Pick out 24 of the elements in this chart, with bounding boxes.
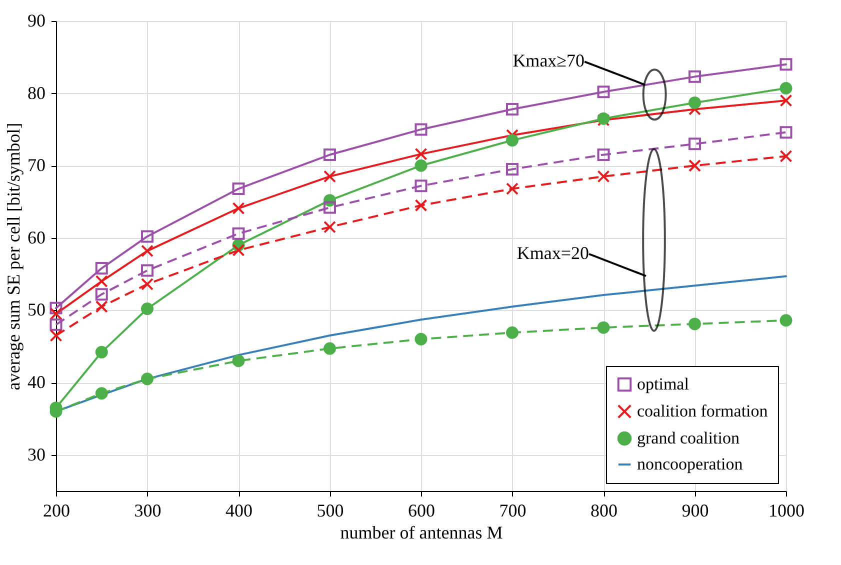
x-tick-label: 900 — [682, 500, 709, 520]
legend-label: optimal — [637, 374, 690, 394]
x-tick-label: 400 — [226, 500, 252, 520]
y-tick-label: 30 — [28, 444, 46, 464]
x-tick-label: 800 — [590, 500, 618, 520]
annotation: Kmax≥70 — [512, 50, 585, 71]
x-tick-label: 1000 — [768, 500, 804, 520]
x-tick-label: 500 — [316, 500, 344, 520]
y-tick-label: 40 — [28, 372, 46, 392]
y-tick-label: 90 — [28, 10, 46, 30]
legend-label: coalition formation — [637, 402, 768, 420]
x-axis-title: number of antennas M — [340, 522, 503, 542]
x-tick-label: 600 — [408, 500, 435, 520]
y-axis-title: average sum SE per cell [bit/symbol] — [4, 122, 24, 390]
x-tick-label: 700 — [499, 500, 526, 520]
y-tick-label: 60 — [28, 227, 46, 248]
y-tick-label: 70 — [28, 155, 46, 176]
x-tick-label: 300 — [134, 500, 162, 520]
y-tick-label: 80 — [28, 82, 46, 103]
annotation: Kmax=20 — [516, 243, 589, 263]
x-tick-label: 200 — [43, 500, 70, 520]
y-tick-label: 50 — [28, 300, 46, 320]
legend-label: grand coalition — [637, 428, 740, 448]
legend-label: noncooperation — [637, 454, 744, 474]
